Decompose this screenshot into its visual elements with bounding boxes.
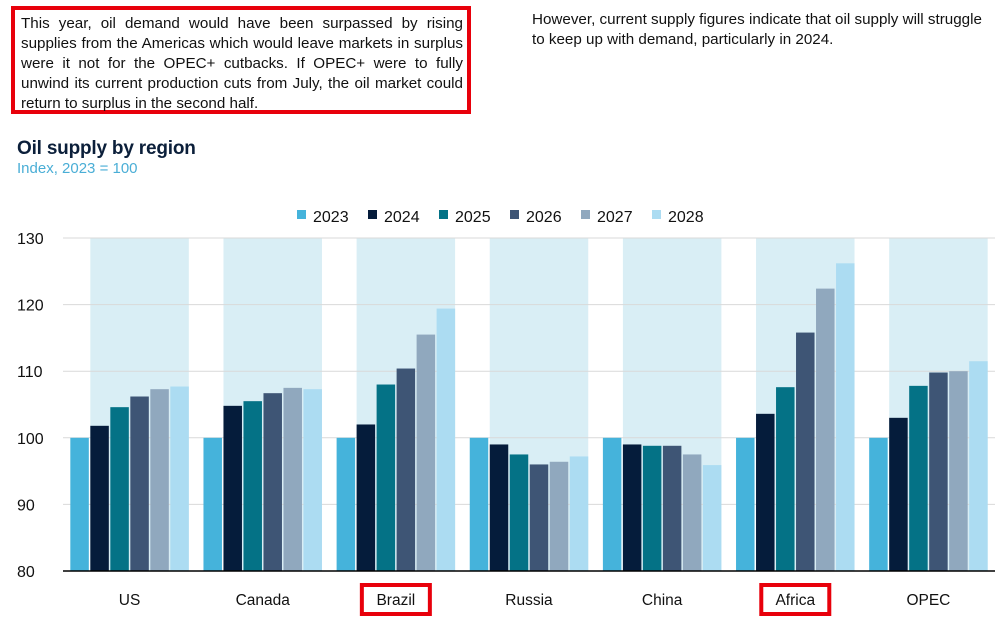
y-tick-label-80: 80 (17, 564, 35, 581)
legend-label-2027: 2027 (597, 209, 633, 226)
bar-opec-2025 (909, 385, 928, 571)
legend-swatch-2027 (581, 210, 590, 219)
legend-swatch-2024 (368, 210, 377, 219)
y-tick-label-100: 100 (17, 431, 44, 448)
bar-opec-2028 (969, 361, 988, 571)
bar-africa-2027 (816, 288, 835, 571)
bar-canada-2023 (203, 437, 222, 571)
legend-label-2024: 2024 (384, 209, 420, 226)
bar-us-2023 (70, 437, 89, 571)
bar-us-2027 (150, 389, 169, 571)
bar-opec-2026 (929, 372, 948, 571)
bar-canada-2026 (263, 393, 282, 571)
y-tick-label-110: 110 (17, 364, 43, 381)
legend-label-2023: 2023 (313, 209, 349, 226)
bar-brazil-2023 (336, 437, 356, 571)
bar-canada-2025 (243, 401, 262, 571)
y-tick-label-130: 130 (17, 231, 44, 248)
bar-africa-2028 (836, 263, 855, 571)
x-tick-label-us: US (119, 592, 141, 609)
x-tick-label-russia: Russia (505, 592, 553, 609)
bar-africa-2024 (756, 413, 775, 571)
bar-russia-2026 (529, 464, 549, 571)
legend-label-2026: 2026 (526, 209, 562, 226)
bar-russia-2028 (569, 456, 589, 571)
bar-china-2026 (662, 445, 682, 571)
chart-title: Oil supply by region (17, 138, 196, 159)
legend-swatch-2026 (510, 210, 519, 219)
bar-canada-2028 (303, 389, 322, 571)
bar-china-2023 (602, 437, 622, 571)
right-note: However, current supply figures indicate… (532, 11, 982, 48)
bar-opec-2023 (869, 437, 888, 571)
bar-russia-2024 (489, 444, 509, 571)
x-tick-label-brazil: Brazil (376, 592, 415, 609)
bar-canada-2024 (223, 405, 242, 571)
bar-us-2024 (90, 425, 109, 571)
bar-brazil-2027 (416, 334, 436, 571)
bar-china-2024 (622, 444, 642, 571)
left-note-highlighted: This year, oil demand would have been su… (11, 6, 471, 114)
bar-canada-2027 (283, 387, 302, 571)
bar-us-2026 (130, 396, 149, 571)
x-tick-label-canada: Canada (236, 592, 291, 609)
bar-africa-2025 (776, 387, 795, 571)
bar-brazil-2028 (436, 308, 456, 571)
x-tick-label-africa: Africa (775, 592, 815, 609)
bar-china-2028 (702, 465, 722, 571)
legend-swatch-2028 (652, 210, 661, 219)
x-tick-label-opec: OPEC (906, 592, 950, 609)
bar-us-2025 (110, 407, 129, 571)
bar-brazil-2024 (356, 424, 376, 571)
bar-africa-2023 (736, 437, 755, 571)
bar-russia-2025 (509, 454, 529, 571)
legend-label-2025: 2025 (455, 209, 491, 226)
bar-opec-2024 (889, 417, 908, 571)
bar-brazil-2026 (396, 368, 416, 571)
x-tick-label-china: China (642, 592, 683, 609)
legend-swatch-2023 (297, 210, 306, 219)
bar-us-2028 (170, 386, 189, 571)
legend-swatch-2025 (439, 210, 448, 219)
highlight-box-africa (759, 583, 832, 616)
bar-africa-2026 (796, 332, 815, 571)
y-tick-label-120: 120 (17, 298, 44, 315)
bar-china-2025 (642, 445, 662, 571)
bar-china-2027 (682, 454, 702, 571)
bar-brazil-2025 (376, 384, 396, 571)
legend-label-2028: 2028 (668, 209, 704, 226)
highlight-box-brazil (359, 583, 432, 616)
bar-russia-2023 (469, 437, 489, 571)
chart-subtitle: Index, 2023 = 100 (17, 160, 138, 177)
bar-russia-2027 (549, 461, 569, 571)
bar-opec-2027 (949, 371, 968, 571)
y-tick-label-90: 90 (17, 497, 35, 514)
